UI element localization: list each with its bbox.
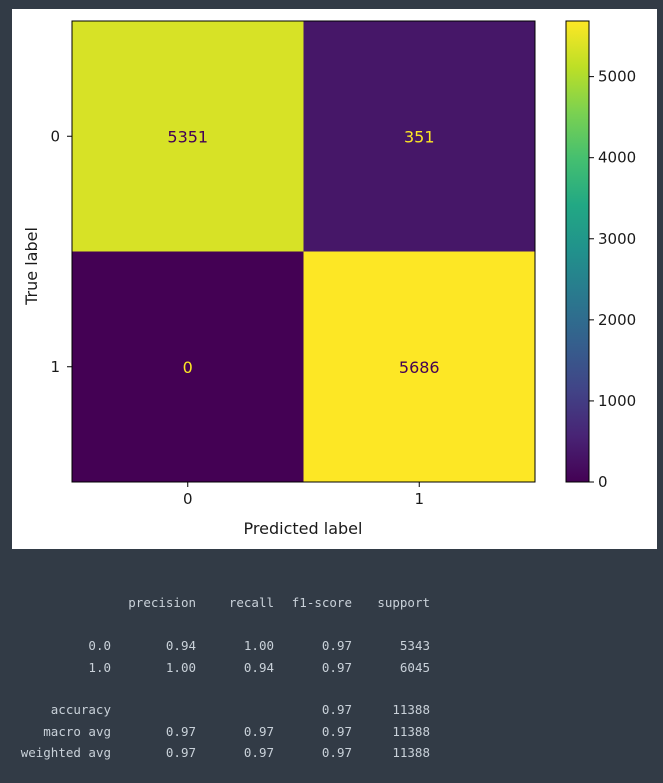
colorbar-tick-label: 3000 [598,230,636,248]
report-cell: 0.94 [165,638,196,653]
report-cell: 0.97 [321,638,352,653]
report-cell: 11388 [392,724,430,739]
report-cell: 0.97 [165,745,196,760]
report-cell: 0.97 [321,702,352,717]
report-cell: 11388 [392,702,430,717]
y-tick-label: 1 [50,358,60,376]
report-header: recall [228,595,274,610]
colorbar-ticks: 0 1000 2000 3000 4000 5000 [589,68,636,491]
report-row-label: accuracy [50,702,111,717]
heatmap-cell-r1-c0 [72,251,304,482]
report-cell: 11388 [392,745,430,760]
colorbar-tick-label: 5000 [598,68,636,86]
heatmap-frame [71,20,536,483]
colorbar-tick-label: 1000 [598,392,636,410]
heatmap-cells [72,21,535,482]
cell-value-r0-c1: 351 [404,127,435,146]
report-cell: 0.97 [165,724,196,739]
cell-value-r1-c0: 0 [183,358,193,377]
x-axis-label: Predicted label [244,519,363,538]
colorbar [565,20,590,483]
report-cell: 0.97 [243,745,274,760]
classification-report: precision recall f1-score support 0.0 0.94 1.0… [0,590,663,775]
x-tick-label: 1 [414,490,424,508]
heatmap-cell-r0-c0 [72,21,304,252]
cell-value-r1-c1: 5686 [399,358,440,377]
colorbar-tick-label: 0 [598,473,608,491]
report-cell: 0.94 [243,660,274,675]
cell-value-r0-c0: 5351 [167,127,208,146]
y-axis-ticks: 01 [50,127,72,376]
heatmap-cell-r1-c1 [303,251,535,482]
report-cell: 1.00 [165,660,196,675]
y-tick-label: 0 [50,127,60,145]
report-cell: 0.97 [243,724,274,739]
report-header: precision [128,595,196,610]
report-cell: 0.97 [321,660,352,675]
report-cell: 5343 [399,638,430,653]
report-header: support [377,595,430,610]
heatmap-cell-labels: 5351 351 0 5686 [167,127,439,377]
report-cell: 1.00 [243,638,274,653]
report-cell: 0.97 [321,724,352,739]
report-row-label: macro avg [43,724,111,739]
heatmap-cell-r0-c1 [303,21,535,252]
report-row-label: 0.0 [88,638,111,653]
x-tick-label: 0 [183,490,193,508]
report-cell: 6045 [399,660,430,675]
y-axis-label: True label [22,227,41,306]
report-row-label: 1.0 [88,660,111,675]
colorbar-tick-label: 2000 [598,311,636,329]
colorbar-tick-label: 4000 [598,149,636,167]
report-row-label: weighted avg [20,745,111,760]
report-header: f1-score [291,595,352,610]
report-cell: 0.97 [321,745,352,760]
